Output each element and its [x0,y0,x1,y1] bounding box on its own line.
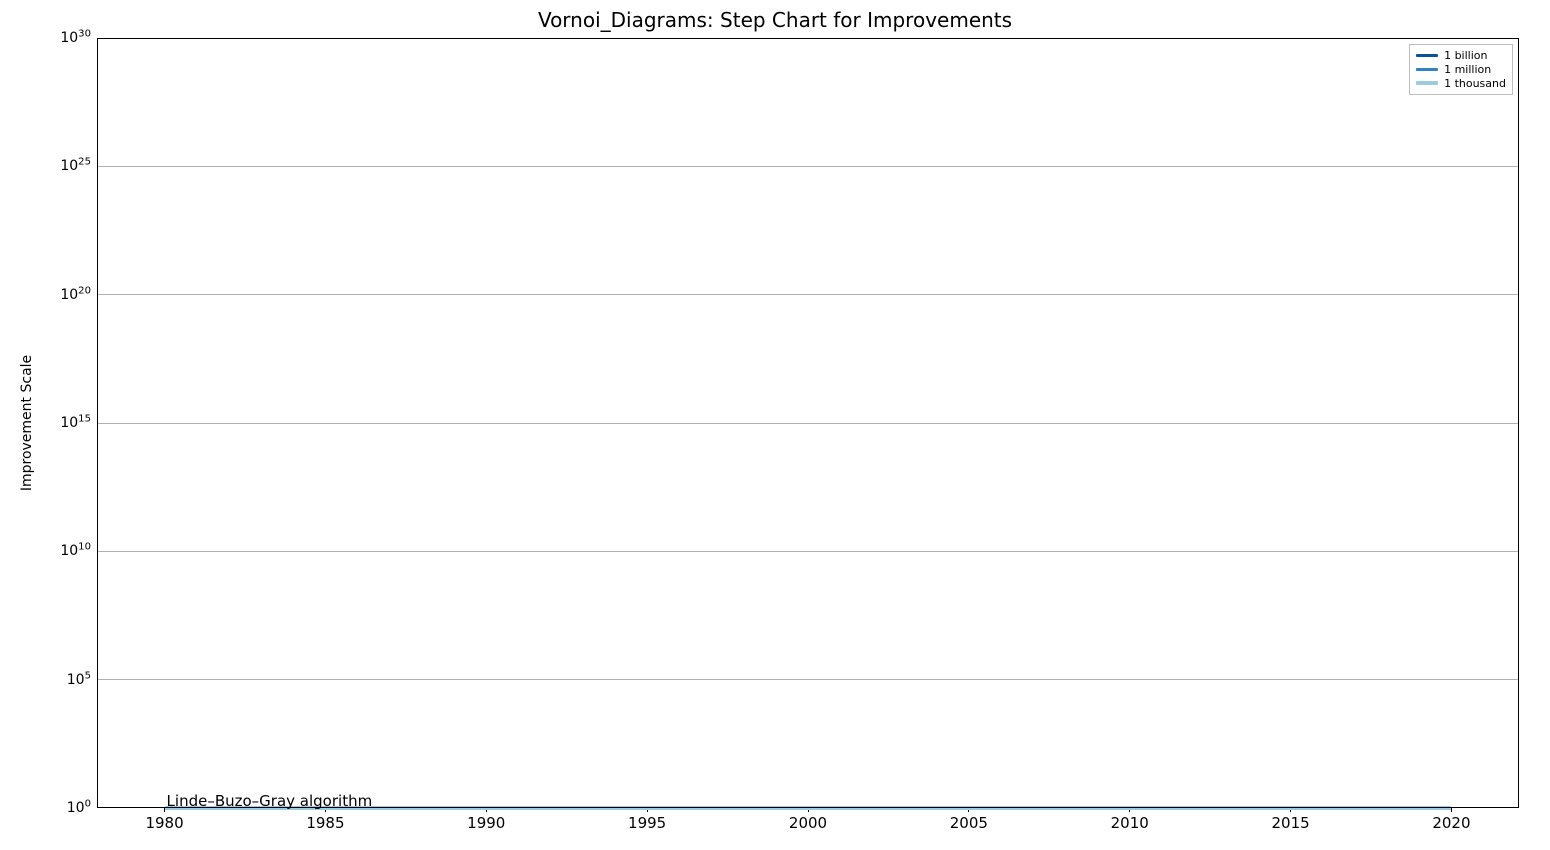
y-gridline [97,679,1519,680]
y-tick-label: 1030 [60,30,97,46]
x-tick-label: 2015 [1271,808,1309,832]
legend-item: 1 thousand [1416,77,1506,91]
axes: 1001051010101510201025103019801985199019… [97,38,1519,808]
y-tick-label: 1015 [60,415,97,431]
y-gridline [97,551,1519,552]
legend-swatch [1416,54,1438,57]
axis-spine-top [97,38,1519,39]
x-tick-label: 2005 [950,808,988,832]
y-axis-label: Improvement Scale [19,355,35,491]
y-tick-label: 105 [67,672,97,688]
x-tick-label: 2000 [789,808,827,832]
legend-item: 1 million [1416,63,1506,77]
x-tick-label: 1995 [628,808,666,832]
y-gridline [97,423,1519,424]
x-tick-label: 2010 [1111,808,1149,832]
y-tick-label: 1010 [60,543,97,559]
legend: 1 billion1 million1 thousand [1409,44,1513,95]
axis-spine-left [97,38,98,808]
x-tick-label: 1980 [145,808,183,832]
y-gridline [97,166,1519,167]
y-gridline [97,294,1519,295]
legend-swatch [1416,81,1438,85]
y-tick-label: 1020 [60,287,97,303]
x-tick-label: 1990 [467,808,505,832]
y-tick-label: 1025 [60,158,97,174]
legend-label: 1 thousand [1444,77,1506,91]
axis-spine-right [1518,38,1519,808]
legend-label: 1 million [1444,63,1491,77]
legend-label: 1 billion [1444,49,1487,63]
x-tick-label: 2020 [1432,808,1470,832]
legend-item: 1 billion [1416,49,1506,63]
figure: Vornoi_Diagrams: Step Chart for Improvem… [0,0,1550,850]
axis-spine-bottom [97,807,1519,808]
y-tick-label: 100 [67,800,97,816]
chart-title: Vornoi_Diagrams: Step Chart for Improvem… [0,8,1550,32]
legend-swatch [1416,68,1438,71]
x-tick-label: 1985 [306,808,344,832]
